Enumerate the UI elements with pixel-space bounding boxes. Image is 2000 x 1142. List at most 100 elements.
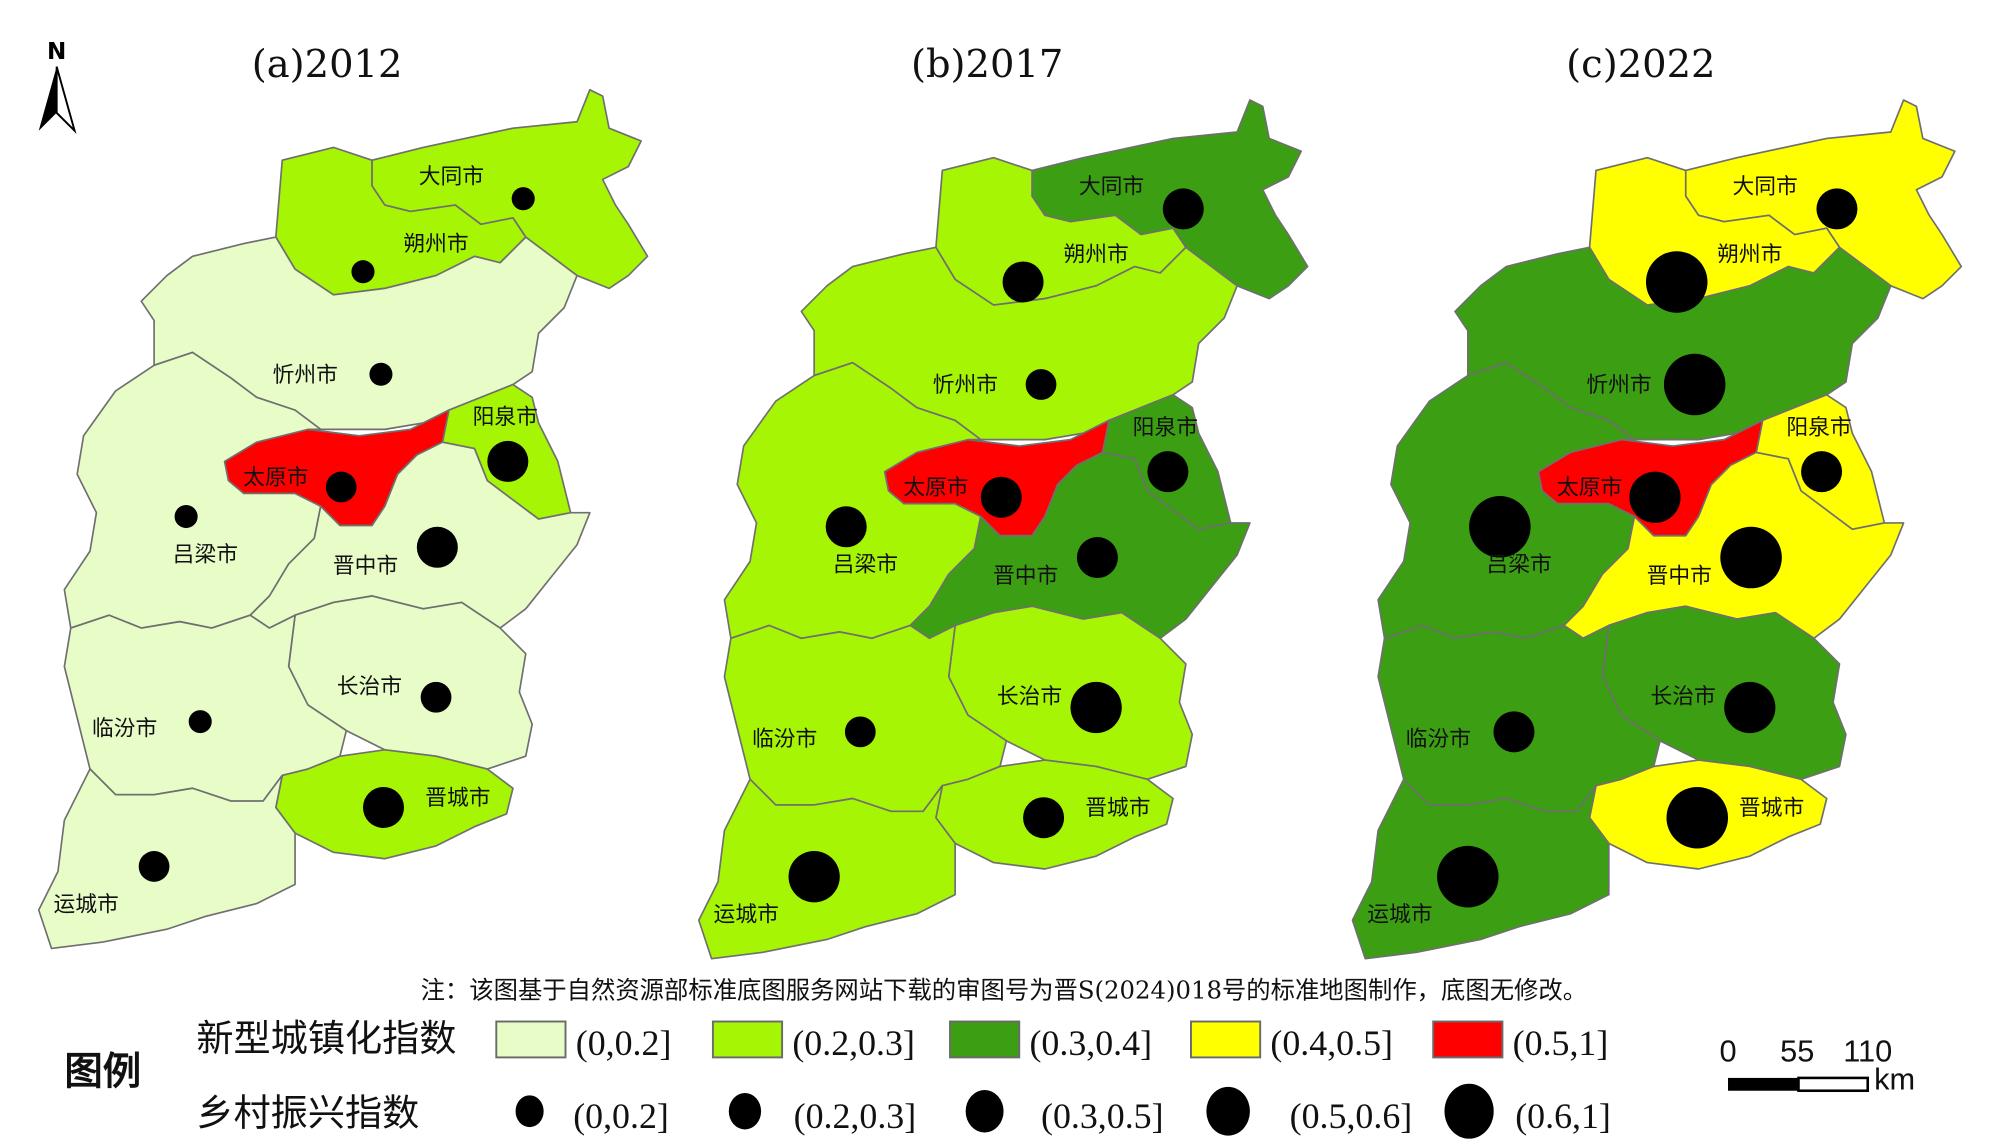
revitalization-range: (0.5,0.6] <box>1290 1096 1413 1136</box>
revitalization-dot <box>844 716 876 748</box>
city-label: 长治市 <box>337 674 402 699</box>
revitalization-symbol <box>728 1093 762 1130</box>
urbanization-range: (0.3,0.4] <box>1029 1023 1152 1063</box>
city-label: 临汾市 <box>92 717 157 742</box>
revitalization-dot <box>1162 188 1204 230</box>
city-label: 长治市 <box>997 685 1062 710</box>
urbanization-swatch <box>1432 1020 1504 1059</box>
city-label: 忻州市 <box>273 363 338 388</box>
city-label: 大同市 <box>1079 175 1144 200</box>
map-title: (a)2012 <box>252 42 403 87</box>
revitalization-dot <box>1645 251 1708 313</box>
revitalization-dot <box>511 187 535 211</box>
revitalization-dot <box>1025 369 1057 400</box>
revitalization-dot <box>1724 681 1776 734</box>
city-label: 临汾市 <box>1406 727 1471 752</box>
revitalization-dot <box>1801 451 1843 493</box>
city-label: 晋城市 <box>425 786 490 811</box>
revitalization-dot <box>1437 845 1499 908</box>
revitalization-dot <box>1070 681 1122 734</box>
urbanization-range: (0,0.2] <box>576 1023 672 1063</box>
north-arrow-icon: N <box>38 39 77 135</box>
city-label: 朔州市 <box>403 232 468 257</box>
revitalization-symbol <box>1444 1083 1494 1139</box>
revitalization-legend-label: 乡村振兴指数 <box>196 1091 419 1134</box>
revitalization-dot <box>1076 537 1118 579</box>
legend-title: 图例 <box>64 1049 141 1094</box>
revitalization-dot <box>1469 496 1531 558</box>
revitalization-symbol <box>965 1089 1004 1133</box>
urbanization-legend-label: 新型城镇化指数 <box>196 1017 456 1060</box>
city-label: 太原市 <box>903 476 968 501</box>
city-label: 吕梁市 <box>1486 553 1551 578</box>
revitalization-dot <box>1147 451 1189 493</box>
urbanization-swatch <box>1190 1020 1262 1059</box>
revitalization-dot <box>1493 711 1535 753</box>
city-label: 吕梁市 <box>173 542 238 567</box>
revitalization-symbol <box>1206 1086 1250 1136</box>
revitalization-dot <box>369 362 393 386</box>
revitalization-dot <box>487 440 529 482</box>
revitalization-dot <box>1002 261 1044 303</box>
city-label: 忻州市 <box>1586 373 1651 398</box>
map-title: (b)2017 <box>911 42 1063 87</box>
revitalization-dot <box>1666 786 1729 849</box>
revitalization-dot <box>1629 471 1681 523</box>
city-label: 太原市 <box>243 465 308 490</box>
city-label: 晋中市 <box>993 564 1058 589</box>
revitalization-range: (0,0.2] <box>573 1096 669 1136</box>
revitalization-symbol <box>515 1095 544 1128</box>
city-label: 晋城市 <box>1739 796 1804 821</box>
revitalization-dot <box>362 786 405 828</box>
city-label: 大同市 <box>419 164 484 189</box>
revitalization-dot <box>138 851 170 882</box>
city-label: 朔州市 <box>1717 242 1782 267</box>
revitalization-dot <box>788 851 840 903</box>
city-label: 朔州市 <box>1063 242 1128 267</box>
revitalization-dot <box>420 681 452 713</box>
scale-bar: 0 55 110 km <box>1719 1033 1915 1096</box>
city-label: 临汾市 <box>752 727 817 752</box>
revitalization-dot <box>416 526 458 568</box>
revitalization-dot <box>980 476 1022 518</box>
revitalization-dot <box>1663 353 1726 416</box>
urbanization-range: (0.4,0.5] <box>1270 1023 1393 1063</box>
urbanization-swatch <box>495 1020 567 1059</box>
urbanization-swatch <box>711 1020 784 1059</box>
urbanization-range: (0.5,1] <box>1513 1023 1609 1063</box>
revitalization-range: (0.2,0.3] <box>794 1096 917 1136</box>
city-label: 吕梁市 <box>833 553 898 578</box>
scale-tick-0: 0 <box>1719 1033 1736 1068</box>
revitalization-dot <box>1816 188 1858 230</box>
city-label: 忻州市 <box>933 373 998 398</box>
city-label: 运城市 <box>714 903 779 928</box>
city-label: 大同市 <box>1733 175 1798 200</box>
city-label: 晋中市 <box>1647 564 1712 589</box>
urbanization-swatch <box>949 1020 1021 1059</box>
revitalization-range: (0.3,0.5] <box>1041 1096 1164 1136</box>
scale-unit: km <box>1874 1061 1915 1096</box>
map-title: (c)2022 <box>1566 42 1715 87</box>
revitalization-range: (0.6,1] <box>1515 1096 1611 1136</box>
revitalization-dot <box>188 710 212 734</box>
revitalization-dot <box>351 260 375 284</box>
city-label: 阳泉市 <box>1786 415 1851 440</box>
urbanization-range: (0.2,0.3] <box>792 1023 915 1063</box>
city-label: 运城市 <box>53 892 118 917</box>
map-note: 注：该图基于自然资源部标准底图服务网站下载的审图号为晋S(2024)018号的标… <box>421 975 1588 1004</box>
revitalization-dot <box>1023 797 1065 839</box>
legend: 图例 新型城镇化指数 乡村振兴指数 (0,0.2] (0.2,0.3] (0.3,0… <box>64 1017 1611 1139</box>
revitalization-dot <box>325 471 357 503</box>
scale-tick-55: 55 <box>1780 1033 1814 1068</box>
city-label: 阳泉市 <box>473 405 538 430</box>
city-label: 太原市 <box>1557 476 1622 501</box>
revitalization-dot <box>825 506 867 548</box>
city-label: 运城市 <box>1367 903 1432 928</box>
scale-tick-110: 110 <box>1843 1033 1892 1068</box>
revitalization-dot <box>1720 526 1782 589</box>
city-label: 阳泉市 <box>1133 415 1198 440</box>
